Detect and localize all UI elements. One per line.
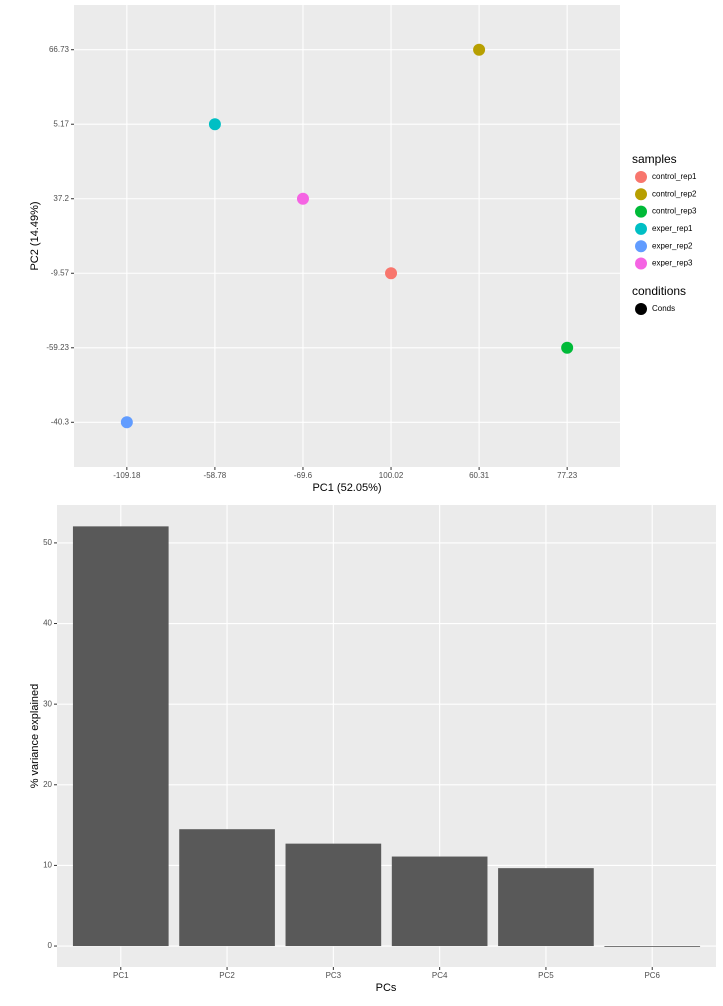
y-axis-title: % variance explained: [29, 684, 41, 789]
legend-label: exper_rep3: [652, 259, 693, 268]
bar: [72, 526, 169, 947]
x-tick-label: PC3: [326, 971, 342, 980]
point: [296, 192, 309, 205]
scatter-panel: [74, 5, 620, 467]
legend-label: control_rep3: [652, 207, 697, 216]
x-axis-title: PCs: [376, 982, 397, 994]
legend-title: samples: [632, 152, 677, 166]
legend-label: Conds: [652, 304, 675, 313]
legend-key: [635, 257, 647, 270]
legend-key: [635, 240, 647, 253]
legend-key: [635, 222, 647, 235]
x-tick-label: PC2: [219, 971, 235, 980]
y-tick-label: -9.57: [51, 268, 70, 277]
point: [473, 43, 486, 56]
legend-key: [635, 171, 647, 183]
y-tick-label: 20: [43, 780, 52, 789]
point: [385, 267, 398, 280]
legend-key: [635, 205, 647, 218]
y-tick-label: 50: [43, 538, 52, 547]
y-tick-label: 37.2: [53, 194, 69, 203]
x-tick-label: -58.78: [204, 471, 227, 480]
y-tick-label: 10: [43, 861, 52, 870]
legend-key: [635, 188, 647, 201]
x-tick-label: -109.18: [113, 471, 141, 480]
y-tick-label: -59.23: [46, 343, 69, 352]
legend-label: control_rep2: [652, 189, 697, 198]
x-tick-label: PC6: [644, 971, 660, 980]
y-tick-label: 66.73: [49, 45, 70, 54]
y-tick-label: 40: [43, 619, 52, 628]
bar: [179, 829, 275, 947]
legend-title: conditions: [632, 284, 686, 298]
legend-key: [635, 303, 647, 315]
bar: [498, 868, 594, 947]
point: [561, 341, 574, 354]
x-axis-title: PC1 (52.05%): [312, 482, 381, 494]
x-tick-label: -69.6: [294, 471, 313, 480]
x-tick-label: PC5: [538, 971, 554, 980]
y-tick-label: -40.3: [51, 417, 70, 426]
y-tick-label: 0: [48, 941, 53, 950]
x-tick-label: 100.02: [379, 471, 404, 480]
y-tick-label: 30: [43, 699, 52, 708]
y-axis-title: PC2 (14.49%): [29, 201, 41, 270]
legend-label: exper_rep2: [652, 241, 693, 250]
legend-label: control_rep1: [652, 172, 697, 181]
point: [208, 118, 221, 131]
legend-label: exper_rep1: [652, 224, 693, 233]
x-tick-label: PC1: [113, 971, 129, 980]
x-tick-label: 77.23: [557, 471, 578, 480]
y-tick-label: 5.17: [53, 119, 69, 128]
point: [120, 416, 133, 429]
bar: [391, 856, 488, 947]
bar: [285, 843, 382, 947]
x-tick-label: 60.31: [469, 471, 490, 480]
x-tick-label: PC4: [432, 971, 448, 980]
bar: [604, 946, 701, 947]
